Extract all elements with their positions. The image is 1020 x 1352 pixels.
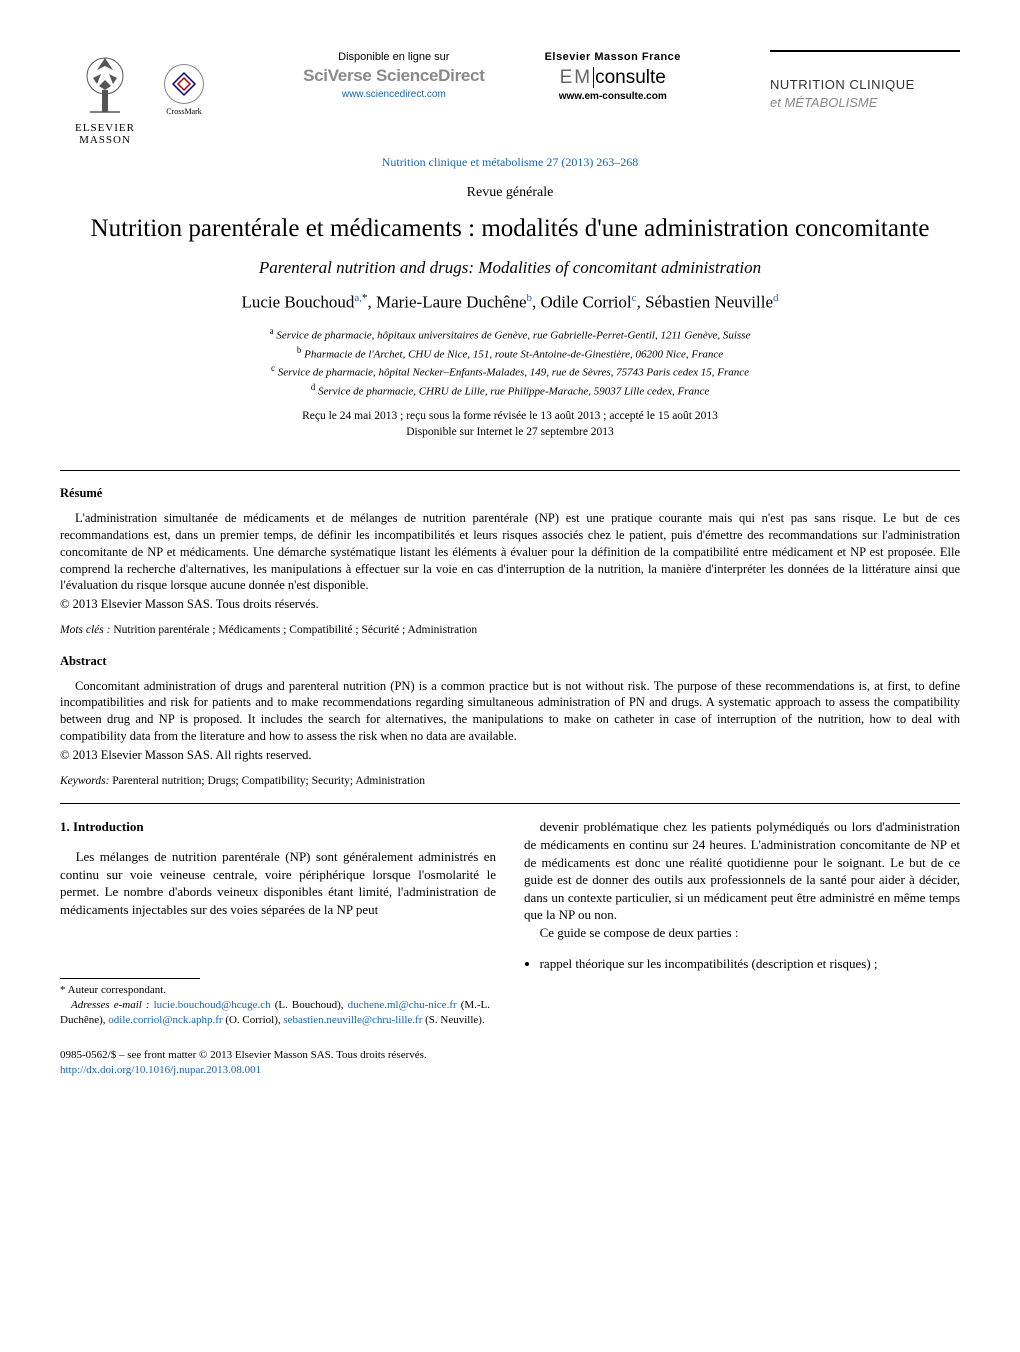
section-1-heading: 1. Introduction (60, 818, 496, 836)
journal-title-box: NUTRITION CLINIQUE et MÉTABOLISME (770, 50, 960, 117)
page-footer: 0985-0562/$ – see front matter © 2013 El… (60, 1048, 960, 1078)
body-columns: 1. Introduction Les mélanges de nutritio… (60, 818, 960, 1027)
resume-text: L'administration simultanée de médicamen… (60, 510, 960, 594)
guide-parts-list: rappel théorique sur les incompatibilité… (524, 955, 960, 973)
elsevier-tree-icon (75, 50, 135, 120)
crossmark-block[interactable]: CrossMark (154, 64, 214, 118)
mots-cles-line: Mots clés : Nutrition parentérale ; Médi… (60, 623, 960, 639)
emconsulte-url[interactable]: www.em-consulte.com (545, 90, 681, 104)
dates-line-2: Disponible sur Internet le 27 septembre … (60, 425, 960, 441)
emails-block: Adresses e-mail : lucie.bouchoud@hcuge.c… (60, 998, 490, 1028)
author-4-marks: d (773, 292, 779, 304)
affiliation-a: a Service de pharmacie, hôpitaux univers… (60, 325, 960, 344)
article-dates: Reçu le 24 mai 2013 ; reçu sous la forme… (60, 409, 960, 440)
abstract-copyright: © 2013 Elsevier Masson SAS. All rights r… (60, 747, 960, 764)
author-3: Odile Corriol (541, 293, 632, 312)
author-1-marks: a,* (354, 292, 367, 304)
affiliations: a Service de pharmacie, hôpitaux univers… (60, 325, 960, 399)
emconsulte-logo: EMconsulte (545, 65, 681, 91)
author-2-marks: b (527, 292, 533, 304)
emails-label: Adresses e-mail : (71, 999, 150, 1011)
email-3[interactable]: odile.corriol@nck.aphp.fr (108, 1014, 222, 1026)
dates-line-1: Reçu le 24 mai 2013 ; reçu sous la forme… (60, 409, 960, 425)
header-left-group: ELSEVIER MASSON CrossMark (60, 50, 214, 146)
issn-line: 0985-0562/$ – see front matter © 2013 El… (60, 1048, 960, 1063)
article-title-en: Parenteral nutrition and drugs: Modaliti… (60, 257, 960, 280)
emconsulte-block: Elsevier Masson France EMconsulte www.em… (545, 50, 681, 104)
divider-top (60, 470, 960, 471)
affiliation-c: c Service de pharmacie, hôpital Necker–E… (60, 362, 960, 381)
email-1-who: (L. Bouchoud) (275, 999, 341, 1011)
em-publisher-label: Elsevier Masson France (545, 50, 681, 65)
author-4: Sébastien Neuville (645, 293, 773, 312)
article-type: Revue générale (60, 184, 960, 203)
page-header: ELSEVIER MASSON CrossMark Disponible en … (60, 50, 960, 146)
list-item-1: rappel théorique sur les incompatibilité… (540, 955, 960, 973)
keywords-values: Parenteral nutrition; Drugs; Compatibili… (112, 775, 425, 787)
resume-copyright: © 2013 Elsevier Masson SAS. Tous droits … (60, 596, 960, 613)
author-2: Marie-Laure Duchêne (376, 293, 527, 312)
intro-para-right-1: devenir problématique chez les patients … (524, 818, 960, 923)
crossmark-label: CrossMark (166, 107, 202, 118)
divider-bottom (60, 803, 960, 804)
column-left: 1. Introduction Les mélanges de nutritio… (60, 818, 496, 1027)
journal-name: NUTRITION CLINIQUE et MÉTABOLISME (770, 52, 960, 117)
email-3-who: (O. Corriol) (225, 1014, 278, 1026)
sciencedirect-block: Disponible en ligne sur SciVerse Science… (303, 50, 485, 101)
footnote-rule (60, 978, 200, 979)
abstract-text: Concomitant administration of drugs and … (60, 678, 960, 746)
email-4-who: (S. Neuville) (425, 1014, 482, 1026)
email-1[interactable]: lucie.bouchoud@hcuge.ch (154, 999, 271, 1011)
article-title-fr: Nutrition parentérale et médicaments : m… (60, 213, 960, 244)
resume-heading: Résumé (60, 485, 960, 502)
disponible-label: Disponible en ligne sur (303, 50, 485, 65)
author-1: Lucie Bouchoud (241, 293, 354, 312)
footnotes-body: * Auteur correspondant. Adresses e-mail … (60, 983, 490, 1028)
header-middle: Disponible en ligne sur SciVerse Science… (214, 50, 770, 105)
intro-para-left: Les mélanges de nutrition parentérale (N… (60, 848, 496, 918)
mots-cles-values: Nutrition parentérale ; Médicaments ; Co… (113, 624, 477, 636)
keywords-label: Keywords: (60, 775, 109, 787)
keywords-line: Keywords: Parenteral nutrition; Drugs; C… (60, 774, 960, 790)
sciencedirect-logo: SciVerse ScienceDirect (303, 65, 485, 88)
email-4[interactable]: sebastien.neuville@chru-lille.fr (283, 1014, 422, 1026)
column-right: devenir problématique chez les patients … (524, 818, 960, 1027)
authors-line: Lucie Bouchouda,*, Marie-Laure Duchêneb,… (60, 291, 960, 315)
corresponding-author: * Auteur correspondant. (60, 983, 490, 998)
doi-line[interactable]: http://dx.doi.org/10.1016/j.nupar.2013.0… (60, 1063, 960, 1078)
intro-para-right-2: Ce guide se compose de deux parties : (524, 924, 960, 942)
email-2[interactable]: duchene.ml@chu-nice.fr (348, 999, 457, 1011)
affiliation-d: d Service de pharmacie, CHRU de Lille, r… (60, 381, 960, 400)
author-3-marks: c (632, 292, 637, 304)
affiliation-b: b Pharmacie de l'Archet, CHU de Nice, 15… (60, 344, 960, 363)
crossmark-icon (164, 64, 204, 104)
mots-cles-label: Mots clés : (60, 624, 110, 636)
abstract-block: Abstract Concomitant administration of d… (60, 653, 960, 764)
elsevier-logo-block: ELSEVIER MASSON (60, 50, 150, 146)
citation-line[interactable]: Nutrition clinique et métabolisme 27 (20… (60, 154, 960, 170)
resume-block: Résumé L'administration simultanée de mé… (60, 485, 960, 613)
sciencedirect-url[interactable]: www.sciencedirect.com (303, 88, 485, 102)
abstract-heading: Abstract (60, 653, 960, 670)
elsevier-label: ELSEVIER MASSON (75, 122, 135, 146)
